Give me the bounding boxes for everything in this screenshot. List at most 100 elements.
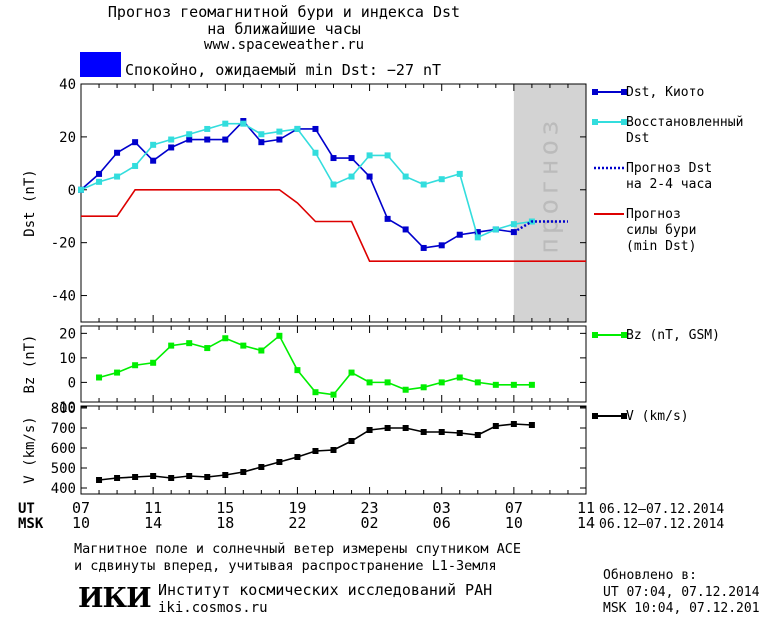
legend-marker — [592, 119, 598, 125]
series-marker — [312, 149, 319, 156]
series-marker — [438, 429, 445, 435]
legend-marker — [592, 332, 598, 338]
x-range-msk: 06.12–07.12.2014 — [599, 517, 724, 532]
series-marker — [294, 454, 301, 460]
series-marker — [240, 342, 247, 349]
series-marker — [474, 234, 481, 241]
footnote-line1: Магнитное поле и солнечный ветер измерен… — [74, 541, 522, 557]
x-tick-label-msk: 06 — [433, 514, 451, 532]
series-marker — [96, 178, 103, 185]
y-axis-label: V (km/s) — [22, 416, 38, 483]
series-marker — [132, 362, 139, 369]
series-marker — [78, 186, 84, 193]
series-marker — [186, 340, 193, 347]
status-color-swatch — [80, 52, 121, 77]
series-marker — [492, 423, 499, 429]
series-marker — [420, 181, 427, 188]
legend-marker — [621, 413, 627, 419]
series-marker — [294, 367, 301, 374]
series-marker — [114, 173, 121, 180]
legend-label: Прогноз Dst — [626, 161, 712, 176]
x-tick-label-ut: 11 — [144, 499, 162, 517]
y-tick-label: 20 — [59, 326, 76, 342]
series-marker — [348, 438, 355, 444]
institute-name: Институт космических исследований РАН — [158, 581, 493, 599]
series-marker — [294, 125, 301, 132]
series-marker — [168, 144, 175, 151]
y-tick-label: 0 — [68, 375, 76, 391]
series-marker — [150, 473, 157, 479]
series-marker — [456, 374, 463, 381]
series-marker — [420, 244, 427, 251]
x-tick-label-ut: 11 — [577, 499, 595, 517]
series-marker — [240, 120, 247, 127]
series-marker — [132, 139, 139, 146]
series-marker — [348, 173, 355, 180]
institute-site-link[interactable]: iki.cosmos.ru — [158, 600, 268, 616]
series-marker — [438, 176, 445, 183]
status-text: Спокойно, ожидаемый min Dst: −27 nT — [125, 61, 442, 79]
series-marker — [348, 155, 355, 162]
series-marker — [114, 369, 121, 376]
series-line — [81, 188, 586, 262]
x-tick-label-msk: 10 — [505, 514, 523, 532]
series-marker — [186, 473, 193, 479]
series-marker — [420, 384, 427, 391]
series-line — [98, 334, 532, 396]
series-marker — [402, 386, 409, 393]
updated-msk: MSK 10:04, 07.12.2014 — [603, 601, 760, 616]
series-marker — [204, 474, 211, 480]
series-marker — [312, 448, 319, 454]
chart-title: Прогноз геомагнитной бури и индекса Dst — [107, 3, 461, 21]
series-marker — [96, 170, 103, 177]
series-marker — [150, 359, 157, 366]
legend-label: (min Dst) — [626, 239, 696, 254]
legend-marker — [592, 89, 598, 95]
series-marker — [438, 242, 445, 249]
iki-logo: ИКИ — [78, 583, 152, 614]
series-marker — [276, 136, 283, 143]
series-marker — [528, 422, 535, 428]
series-marker — [276, 332, 283, 339]
legend-marker — [621, 119, 627, 125]
series-marker — [492, 226, 499, 233]
x-tick-label-msk: 14 — [144, 514, 162, 532]
legend-label: V (km/s) — [626, 409, 689, 424]
series-marker — [330, 447, 337, 453]
y-tick-label: 700 — [51, 421, 76, 437]
series-marker — [420, 429, 427, 435]
series-marker — [114, 149, 121, 156]
legend-label: на 2-4 часа — [626, 177, 712, 192]
series-marker — [366, 427, 373, 433]
series-marker — [474, 379, 481, 386]
series-marker — [312, 125, 319, 132]
series-marker — [222, 335, 229, 342]
series-marker — [186, 136, 193, 143]
series-marker — [456, 170, 463, 177]
legend-label: Восстановленный — [626, 115, 743, 130]
series-marker — [96, 374, 103, 381]
updated-label: Обновлено в: — [603, 568, 697, 583]
x-tick-label-ut: 03 — [433, 499, 451, 517]
legend-label: Прогноз — [626, 207, 681, 222]
series-marker — [474, 432, 481, 438]
forecast-band — [513, 84, 586, 322]
legend-label: Bz (nT, GSM) — [626, 328, 720, 343]
site-link[interactable]: www.spaceweather.ru — [203, 37, 365, 53]
series-line — [513, 220, 568, 234]
series-marker — [438, 379, 445, 386]
y-tick-label: 600 — [51, 441, 76, 457]
series-marker — [276, 128, 283, 135]
forecast-band-label: прогноз — [534, 116, 564, 254]
series-marker — [384, 425, 391, 431]
series-marker — [168, 136, 175, 143]
y-tick-label: 500 — [51, 461, 76, 477]
series-marker — [384, 152, 391, 159]
x-tick-label-ut: 19 — [288, 499, 306, 517]
panel-frame-bz — [80, 325, 587, 403]
x-tick-label-msk: 22 — [288, 514, 306, 532]
series-marker — [348, 369, 355, 376]
series-marker — [204, 125, 211, 132]
footnote-line2: и сдвинуты вперед, учитывая распростране… — [74, 558, 497, 574]
legend-label: Dst — [626, 131, 649, 146]
